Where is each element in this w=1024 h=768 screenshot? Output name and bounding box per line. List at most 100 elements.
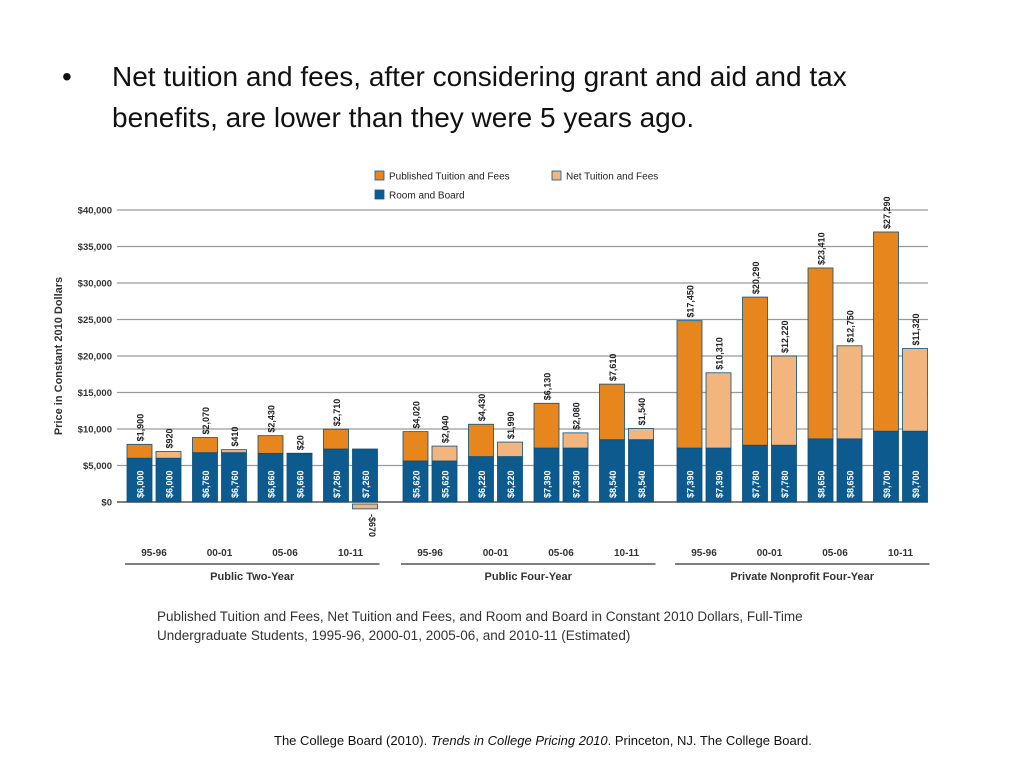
bar-room-board <box>599 439 625 503</box>
bar-published-tuition <box>873 231 899 432</box>
bar-room-board <box>352 448 378 503</box>
x-tick-label: 10-11 <box>338 548 363 559</box>
data-label-room-board: $9,700 <box>882 470 892 498</box>
y-tick-label: $25,000 <box>78 315 112 326</box>
bar-net-tuition <box>497 441 523 457</box>
bullet-dot: • <box>62 61 72 92</box>
bar-net-tuition <box>836 345 863 440</box>
chart-title-line-1: Published Tuition and Fees, Net Tuition … <box>157 609 803 624</box>
bar-room-board <box>221 452 247 503</box>
y-tick-label: $0 <box>101 498 112 509</box>
x-tick-label: 00-01 <box>207 548 233 559</box>
data-label-room-board: $7,780 <box>780 470 790 498</box>
data-label-room-board: $6,760 <box>230 470 240 498</box>
data-label-net-tuition: $11,320 <box>911 314 921 346</box>
citation-title: Trends in College Pricing 2010 <box>430 733 608 748</box>
x-tick-label: 05-06 <box>272 548 298 559</box>
bar-published-tuition <box>402 431 429 462</box>
group-label: Public Four-Year <box>485 571 573 583</box>
data-label-room-board: $8,650 <box>817 470 827 498</box>
legend-label-net: Net Tuition and Fees <box>566 172 658 183</box>
bar-room-board <box>155 457 182 503</box>
y-axis-label: Price in Constant 2010 Dollars <box>53 277 65 435</box>
data-label-room-board: $7,780 <box>751 470 761 498</box>
bar-room-board <box>402 460 429 503</box>
x-tick-label: 05-06 <box>548 548 574 559</box>
bar-room-board <box>497 456 523 503</box>
data-label-room-board: $6,660 <box>296 470 306 498</box>
data-label-net-tuition: $12,220 <box>780 320 790 353</box>
y-tick-label: $15,000 <box>78 388 112 399</box>
y-tick-label: $40,000 <box>78 206 112 217</box>
data-label-published-tuition: $1,900 <box>136 414 146 442</box>
data-label-room-board: $6,000 <box>136 470 146 498</box>
data-label-net-tuition: $10,310 <box>715 337 725 370</box>
data-label-room-board: $6,000 <box>165 470 175 498</box>
y-axis: $0 $5,000 $10,000 $15,000 $20,000 $25,000 $30,… <box>78 206 112 509</box>
bar-published-tuition <box>742 296 768 446</box>
bar-published-tuition <box>599 383 625 441</box>
group-label: Private Nonprofit Four-Year <box>730 571 874 583</box>
bar-room-board <box>562 447 589 503</box>
data-label-published-tuition: $17,450 <box>686 285 696 318</box>
group-label: Public Two-Year <box>210 571 295 583</box>
data-label-net-tuition: $2,040 <box>441 416 451 444</box>
legend-label-room_board: Room and Board <box>389 191 465 202</box>
bar-published-tuition <box>676 320 703 449</box>
x-tick-label: 95-96 <box>417 548 443 559</box>
data-label-net-tuition: -$670 <box>367 514 377 537</box>
legend-swatch-published <box>374 170 385 181</box>
data-label-net-tuition: $2,080 <box>572 402 582 430</box>
data-label-room-board: $8,540 <box>637 470 647 498</box>
data-label-published-tuition: $7,610 <box>608 354 618 382</box>
data-label-published-tuition: $2,430 <box>267 405 277 433</box>
chart-legend: Published Tuition and Fees Net Tuition an… <box>374 170 658 202</box>
bars: $1,900 $6,000 $920 $6,000 $2,070 $6,760 $410 $6… <box>126 196 928 537</box>
data-label-room-board: $7,390 <box>572 470 582 498</box>
bullet-text: Net tuition and fees, after considering … <box>112 61 847 133</box>
data-label-net-tuition: $410 <box>230 427 240 447</box>
y-tick-label: $10,000 <box>78 425 112 436</box>
y-tick-label: $30,000 <box>78 279 112 290</box>
legend-swatch-room_board <box>374 189 385 200</box>
citation: The College Board (2010). Trends in Coll… <box>274 733 812 748</box>
x-tick-label: 95-96 <box>691 548 717 559</box>
data-label-room-board: $7,260 <box>332 470 342 498</box>
data-label-net-tuition: $1,990 <box>506 412 516 440</box>
bar-net-tuition <box>286 452 313 455</box>
bar-room-board <box>807 438 834 503</box>
bar-published-tuition <box>192 437 218 454</box>
bar-room-board <box>705 447 732 503</box>
data-label-net-tuition: $20 <box>296 435 306 450</box>
bar-net-tuition <box>221 449 247 454</box>
citation-part-2: . Princeton, NJ. The College Board. <box>607 733 812 748</box>
bar-room-board <box>126 457 153 503</box>
data-label-published-tuition: $6,130 <box>543 373 553 401</box>
data-label-net-tuition: $1,540 <box>637 398 647 426</box>
x-tick-label: 00-01 <box>757 548 783 559</box>
data-label-room-board: $5,620 <box>412 470 422 498</box>
data-label-room-board: $5,620 <box>441 470 451 498</box>
bar-room-board <box>742 444 768 503</box>
bar-net-tuition <box>902 348 928 432</box>
data-label-published-tuition: $27,290 <box>882 196 892 229</box>
data-label-published-tuition: $2,710 <box>332 399 342 427</box>
data-label-room-board: $7,390 <box>543 470 553 498</box>
data-label-published-tuition: $20,290 <box>751 262 761 295</box>
data-label-room-board: $8,540 <box>608 470 618 498</box>
x-axis: 95-96 00-01 05-06 10-11 Public Two-Year 95-96… <box>125 548 930 583</box>
bar-net-tuition <box>562 432 589 449</box>
legend-label-published: Published Tuition and Fees <box>389 172 510 183</box>
bar-net-tuition <box>155 451 182 459</box>
data-label-net-tuition: $12,750 <box>846 310 856 343</box>
data-label-room-board: $7,390 <box>686 470 696 498</box>
bar-published-tuition <box>126 443 153 459</box>
bar-net-tuition <box>771 355 797 446</box>
data-label-room-board: $6,220 <box>506 470 516 498</box>
legend-swatch-net <box>551 170 562 181</box>
data-label-net-tuition: $920 <box>165 428 175 448</box>
bar-published-tuition <box>533 402 560 449</box>
data-label-room-board: $9,700 <box>911 470 921 498</box>
bar-room-board <box>676 447 703 503</box>
